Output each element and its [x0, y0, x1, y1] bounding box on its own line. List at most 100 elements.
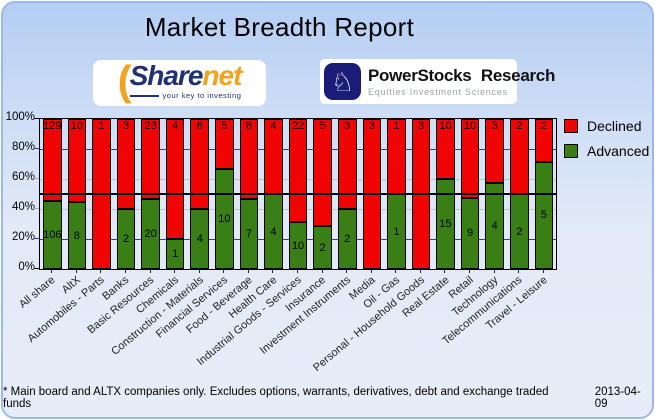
- advanced-value-label: 106: [43, 229, 62, 242]
- declined-value-label: 8: [245, 120, 252, 132]
- advanced-segment: [239, 199, 259, 269]
- declined-segment: [215, 119, 234, 169]
- x-axis-tick-mark: [419, 269, 421, 273]
- legend: Declined Advanced: [564, 118, 649, 168]
- sharenet-wordmark-net: net: [202, 60, 242, 91]
- bar-retail: 10 9: [460, 119, 480, 269]
- y-axis-tick-label: 40%: [11, 201, 35, 213]
- x-axis-tick-mark: [469, 269, 470, 273]
- x-axis-tick-mark: [174, 269, 176, 273]
- y-axis-tick-mark: [34, 208, 39, 209]
- declined-value-label: 10: [463, 120, 477, 132]
- x-axis-tick-mark: [51, 269, 53, 273]
- y-axis-tick-label: 20%: [11, 231, 35, 243]
- declined-segment: [239, 119, 259, 199]
- declined-value-label: 3: [344, 120, 351, 132]
- x-axis-tick-mark: [198, 269, 200, 273]
- advanced-swatch: [564, 144, 578, 158]
- declined-segment: [116, 119, 136, 209]
- bar-slot: 10 9: [458, 119, 483, 269]
- sharenet-swoosh-icon: (: [117, 57, 132, 104]
- y-axis-tick-mark: [34, 268, 39, 269]
- declined-value-label: 129: [43, 120, 62, 132]
- x-axis-tick-mark: [125, 269, 126, 273]
- advanced-value-label: 2: [319, 241, 326, 254]
- x-axis-tick-mark: [100, 269, 102, 273]
- chart: 129 106 10 8 1 3 2 23 20 4 1 6 4 5 10 8 7 4 4 22 10 5 2 3 2 3 1 1 3 1…: [3, 3, 652, 417]
- declined-value-label: 5: [319, 120, 326, 132]
- declined-value-label: 22: [291, 120, 305, 132]
- advanced-segment: [485, 183, 504, 269]
- x-axis-tick-mark: [395, 269, 397, 273]
- x-axis-tick-mark: [444, 269, 446, 273]
- declined-value-label: 1: [393, 120, 400, 132]
- bar-slot: 22 10: [286, 119, 311, 269]
- declined-segment: [43, 119, 62, 202]
- x-axis-tick-mark: [518, 269, 520, 273]
- advanced-segment: [141, 199, 160, 269]
- advanced-value-label: 7: [245, 228, 252, 240]
- advanced-value-label: 9: [467, 227, 474, 240]
- x-axis-tick-mark: [247, 269, 249, 273]
- y-axis-tick-label: 80%: [11, 141, 35, 153]
- x-axis-tick-mark: [272, 269, 274, 273]
- declined-segment: [337, 119, 357, 209]
- sharenet-tagline: your key to investing: [162, 91, 242, 100]
- sharenet-logo: ( Sharenet your key to investing: [93, 60, 266, 106]
- footer: * Main board and ALTX companies only. Ex…: [3, 386, 652, 410]
- bar-slot: 129 106: [40, 119, 65, 269]
- bar-real-estate: 10 15: [436, 119, 455, 269]
- advanced-value-label: 4: [491, 220, 498, 233]
- advanced-value-label: 1: [393, 225, 400, 238]
- y-axis-tick-label: 60%: [11, 171, 35, 183]
- declined-segment: [460, 119, 480, 198]
- declined-value-label: 3: [122, 120, 130, 132]
- report-date: 2013-04-09: [594, 386, 641, 410]
- declined-segment: [436, 119, 455, 179]
- declined-value-label: 6: [196, 120, 203, 132]
- plot-area: 129 106 10 8 1 3 2 23 20 4 1 6 4 5 10 8 7 4 4 22 10 5 2 3 2 3 1 1 3 1…: [39, 118, 557, 270]
- advanced-value-label: 20: [144, 228, 157, 241]
- bar-altx: 10 8: [67, 119, 87, 269]
- legend-label-declined: Declined: [587, 118, 642, 134]
- advanced-value-label: 4: [270, 225, 277, 238]
- declined-swatch: [564, 119, 578, 133]
- y-axis-tick-mark: [34, 178, 39, 179]
- legend-item-advanced: Advanced: [564, 143, 649, 159]
- sharenet-wordmark-share: Share: [129, 60, 204, 91]
- advanced-value-label: 1: [172, 248, 179, 260]
- fifty-percent-line: [39, 193, 557, 195]
- declined-value-label: 1: [98, 120, 105, 132]
- bar-slot: 23 20: [138, 119, 163, 269]
- declined-value-label: 3: [491, 120, 498, 132]
- powerstocks-logo: ♘ PowerStocks Research Equities Investme…: [320, 59, 555, 104]
- y-axis-tick-mark: [34, 118, 39, 119]
- x-axis-tick-mark: [321, 269, 323, 273]
- x-axis-tick-mark: [370, 269, 372, 273]
- knight-chess-icon: ♘: [324, 63, 361, 100]
- declined-segment: [288, 119, 308, 223]
- advanced-value-label: 10: [218, 213, 231, 225]
- declined-segment: [313, 119, 332, 227]
- bar-industrial-goods-services: 22 10: [288, 119, 308, 269]
- y-axis-tick-mark: [34, 238, 39, 239]
- bar-slot: 10 8: [65, 119, 90, 269]
- bar-all-share: 129 106: [43, 119, 62, 269]
- x-axis-tick-mark: [223, 269, 225, 273]
- declined-segment: [534, 119, 554, 162]
- advanced-segment: [436, 179, 455, 269]
- declined-segment: [485, 119, 504, 184]
- y-axis-tick-label: 100%: [5, 111, 35, 123]
